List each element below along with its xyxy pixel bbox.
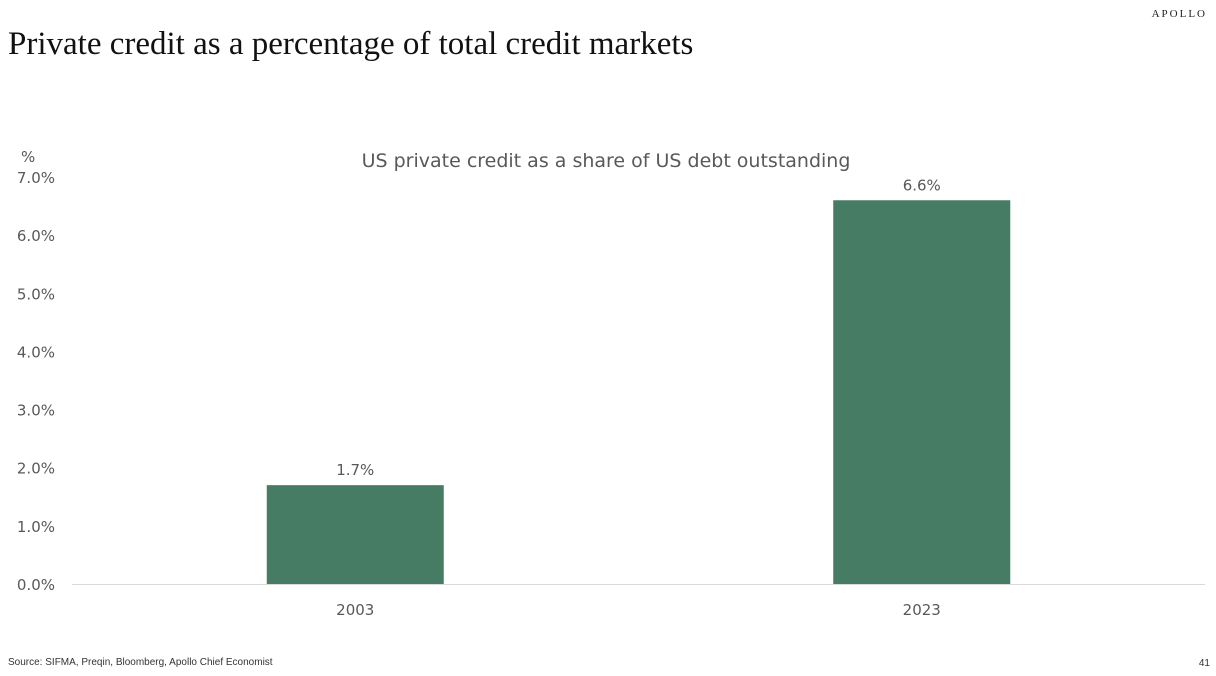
data-label: 1.7% — [336, 461, 374, 479]
y-tick-label: 6.0% — [17, 227, 55, 245]
y-tick-label: 4.0% — [17, 343, 55, 361]
y-tick-label: 7.0% — [17, 169, 55, 187]
y-tick-label: 0.0% — [17, 576, 55, 594]
y-tick-label: 1.0% — [17, 518, 55, 536]
y-axis-label: % — [21, 148, 35, 166]
chart-title: US private credit as a share of US debt … — [362, 150, 851, 172]
x-tick-label: 2023 — [903, 601, 941, 619]
brand-logo: APOLLO — [1151, 8, 1207, 20]
y-tick-label: 5.0% — [17, 285, 55, 303]
y-tick-label: 3.0% — [17, 402, 55, 420]
x-tick-label: 2003 — [336, 601, 374, 619]
page-number: 41 — [1198, 658, 1210, 669]
bar-2003 — [266, 485, 444, 584]
source-note: Source: SIFMA, Preqin, Bloomberg, Apollo… — [8, 657, 273, 668]
bar-2023 — [833, 200, 1011, 584]
y-tick-label: 2.0% — [17, 460, 55, 478]
bar-chart: US private credit as a share of US debt … — [17, 148, 1205, 619]
data-label: 6.6% — [903, 176, 941, 194]
slide-title: Private credit as a percentage of total … — [8, 26, 694, 62]
